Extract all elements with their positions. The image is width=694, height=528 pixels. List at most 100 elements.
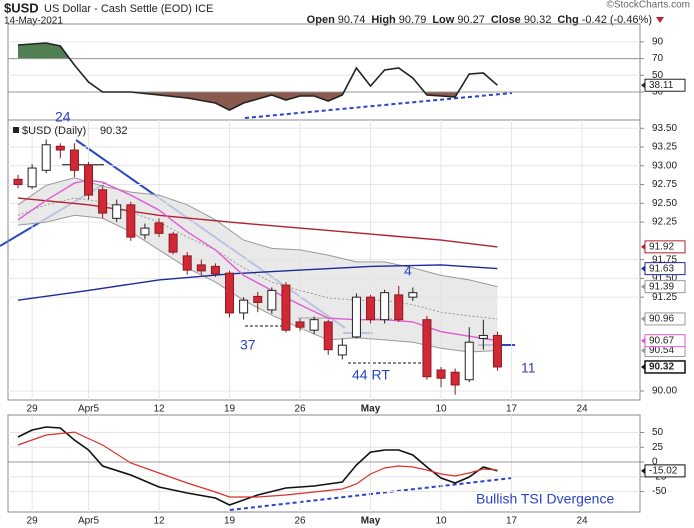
y-tick-label: 50 bbox=[652, 427, 664, 438]
candle-body bbox=[27, 167, 37, 188]
quote-value: 90.32 bbox=[524, 14, 552, 26]
date: 14-May-2021 bbox=[4, 16, 63, 27]
candle-body bbox=[253, 295, 263, 303]
quote-value: 90.27 bbox=[457, 14, 485, 26]
value-tag-pointer bbox=[641, 337, 645, 344]
x-tick-label: 12 bbox=[153, 404, 165, 415]
y-tick-label: 25 bbox=[652, 442, 664, 453]
candle-body bbox=[210, 265, 220, 275]
value-tag-pointer bbox=[641, 315, 645, 322]
y-tick-label: 93.00 bbox=[652, 160, 677, 171]
candle-body bbox=[69, 149, 79, 171]
candle-body bbox=[309, 319, 319, 331]
value-tag-label: 91.63 bbox=[649, 263, 674, 274]
indicator-line bbox=[17, 42, 498, 111]
y-tick-label: 92.50 bbox=[652, 198, 677, 209]
y-tick-label: 30 bbox=[652, 87, 664, 98]
candle-body bbox=[366, 296, 376, 321]
candle-body bbox=[422, 319, 432, 378]
candle-body bbox=[13, 178, 23, 186]
x-tick-label: May bbox=[361, 404, 381, 415]
indicator-line bbox=[17, 431, 498, 498]
candle-body bbox=[140, 227, 150, 236]
overbought-fill bbox=[18, 42, 498, 59]
quote: Open 90.74 High 90.79 Low 90.27 Close 90.32 Chg -… bbox=[307, 14, 652, 26]
value-tag-label: 38.11 bbox=[649, 80, 674, 91]
value-tag-pointer bbox=[641, 347, 645, 354]
candle-body bbox=[436, 369, 446, 379]
candle-body bbox=[225, 272, 235, 314]
annotation: 11 bbox=[521, 360, 536, 376]
legend-swatch bbox=[13, 127, 19, 133]
y-tick-label: 90.00 bbox=[652, 386, 677, 397]
candle-body bbox=[55, 145, 65, 151]
candle-body bbox=[450, 371, 460, 386]
value-tag-label: 90.67 bbox=[649, 335, 674, 346]
candle-body bbox=[323, 321, 333, 351]
x-tick-label: 17 bbox=[506, 516, 518, 527]
y-tick-label: 91.25 bbox=[652, 292, 677, 303]
candle-body bbox=[154, 222, 164, 234]
candle-body bbox=[168, 233, 178, 253]
panel-label: $USD (Daily) bbox=[22, 125, 86, 137]
candle-body bbox=[126, 204, 136, 238]
candle-body bbox=[337, 344, 347, 356]
quote-value: 90.79 bbox=[399, 14, 427, 26]
source: ©StockCharts.com bbox=[606, 0, 690, 11]
value-tag-pointer bbox=[641, 363, 645, 370]
value-tag-label: 90.54 bbox=[649, 345, 674, 356]
candle-body bbox=[41, 144, 51, 171]
annotation: Bullish TSI Dvergence bbox=[476, 491, 614, 507]
value-tag-label: 90.96 bbox=[649, 314, 674, 325]
candle-body bbox=[351, 296, 361, 338]
x-tick-label: 12 bbox=[153, 516, 165, 527]
quote-change-pct: (-0.46%) bbox=[610, 14, 652, 26]
quote-value: -0.42 bbox=[582, 14, 607, 26]
y-tick-label: 50 bbox=[652, 70, 664, 81]
candle-body bbox=[112, 204, 122, 219]
candle-body bbox=[84, 164, 94, 196]
candle-body bbox=[281, 284, 291, 331]
annotation: 4 bbox=[404, 263, 412, 279]
quote-label: Close bbox=[491, 14, 521, 26]
quote-label: Open bbox=[307, 14, 335, 26]
quote-label: Chg bbox=[557, 14, 578, 26]
panel-label-value: 90.32 bbox=[100, 125, 128, 137]
down-arrow bbox=[656, 17, 664, 23]
value-tag-label: 91.92 bbox=[649, 242, 674, 253]
x-tick-label: 10 bbox=[435, 404, 447, 415]
y-tick-label: 70 bbox=[652, 53, 664, 64]
value-tag-label: 91.39 bbox=[649, 281, 674, 292]
y-tick-label: -50 bbox=[652, 486, 667, 497]
value-tag-pointer bbox=[641, 467, 645, 474]
x-tick-label: 19 bbox=[224, 404, 236, 415]
x-tick-label: 10 bbox=[435, 516, 447, 527]
value-tag-label: -15.02 bbox=[649, 466, 678, 477]
x-tick-label: 29 bbox=[27, 516, 39, 527]
candle-body bbox=[478, 334, 488, 339]
band-fill bbox=[18, 177, 498, 352]
y-tick-label: 91.50 bbox=[652, 273, 677, 284]
x-tick-label: Apr5 bbox=[78, 404, 100, 415]
quote-label: High bbox=[371, 14, 396, 26]
x-tick-label: 17 bbox=[506, 404, 518, 415]
quote-label: Low bbox=[432, 14, 454, 26]
x-tick-label: 24 bbox=[576, 516, 588, 527]
symbol-name: US Dollar - Cash Settle (EOD) ICE bbox=[44, 3, 213, 15]
x-tick-label: 19 bbox=[224, 516, 236, 527]
value-tag-pointer bbox=[641, 283, 645, 290]
candle-body bbox=[464, 341, 474, 381]
candle-body bbox=[182, 255, 192, 271]
candle-body bbox=[98, 189, 108, 214]
moving-average bbox=[17, 264, 498, 301]
x-tick-label: 24 bbox=[576, 404, 588, 415]
y-tick-label: 92.25 bbox=[652, 217, 677, 228]
quote-value: 90.74 bbox=[338, 14, 366, 26]
y-tick-label: 0 bbox=[652, 457, 658, 468]
candle-body bbox=[267, 289, 277, 311]
candle-body bbox=[239, 299, 249, 314]
value-tag-pointer bbox=[641, 265, 645, 272]
candle-body bbox=[380, 292, 390, 321]
symbol: $USD bbox=[4, 0, 39, 15]
